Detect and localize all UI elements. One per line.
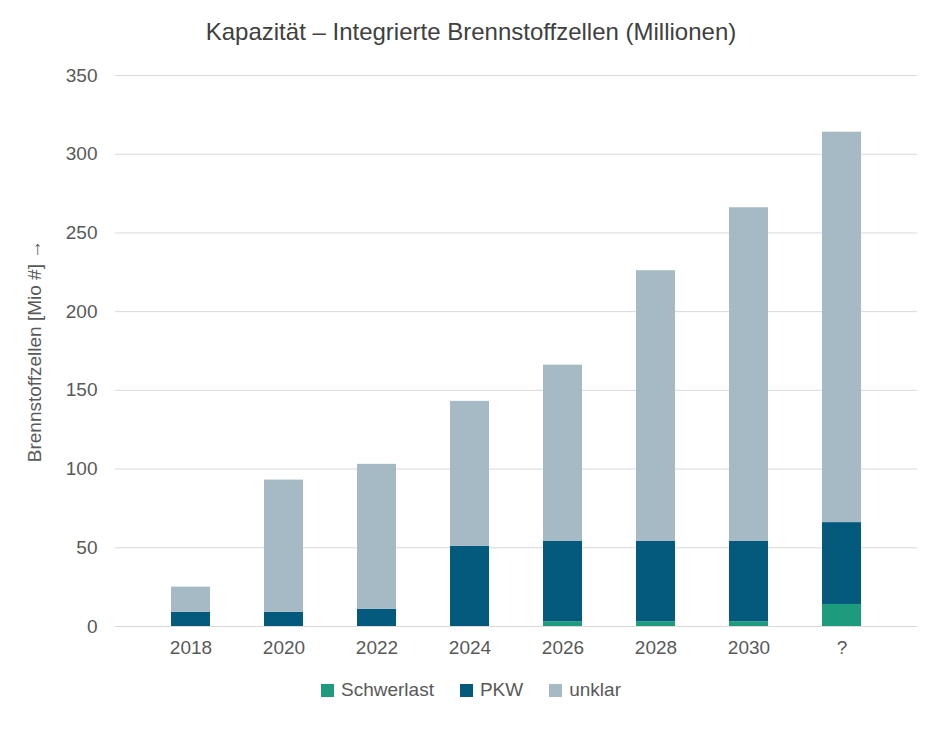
html-text:unklar: unklar [569,679,621,700]
svg-text:300: 300 [66,143,98,164]
svg-text:2024: 2024 [449,637,492,658]
svg-text:350: 350 [66,65,98,86]
svg-text:2020: 2020 [263,637,305,658]
svg-text:0: 0 [87,616,98,637]
svg-text:2028: 2028 [635,637,677,658]
svg-text:250: 250 [66,222,98,243]
svg-text:2030: 2030 [728,637,770,658]
html-text:Kapazität – Integrierte Brenns: Kapazität – Integrierte Brennstoffzellen… [205,18,737,45]
svg-text:100: 100 [66,458,98,479]
svg-text:200: 200 [66,301,98,322]
html-text:PKW: PKW [479,679,524,700]
svg-text:2018: 2018 [170,637,212,658]
svg-text:50: 50 [76,537,97,558]
svg-text:2026: 2026 [542,637,584,658]
svg-text:2022: 2022 [356,637,398,658]
svg-text:?: ? [837,637,848,658]
svg-text:150: 150 [66,379,98,400]
svg-text:Brennstoffzellen [Mio #] →: Brennstoffzellen [Mio #] → [24,240,45,462]
html-text:Schwerlast: Schwerlast [341,679,434,700]
